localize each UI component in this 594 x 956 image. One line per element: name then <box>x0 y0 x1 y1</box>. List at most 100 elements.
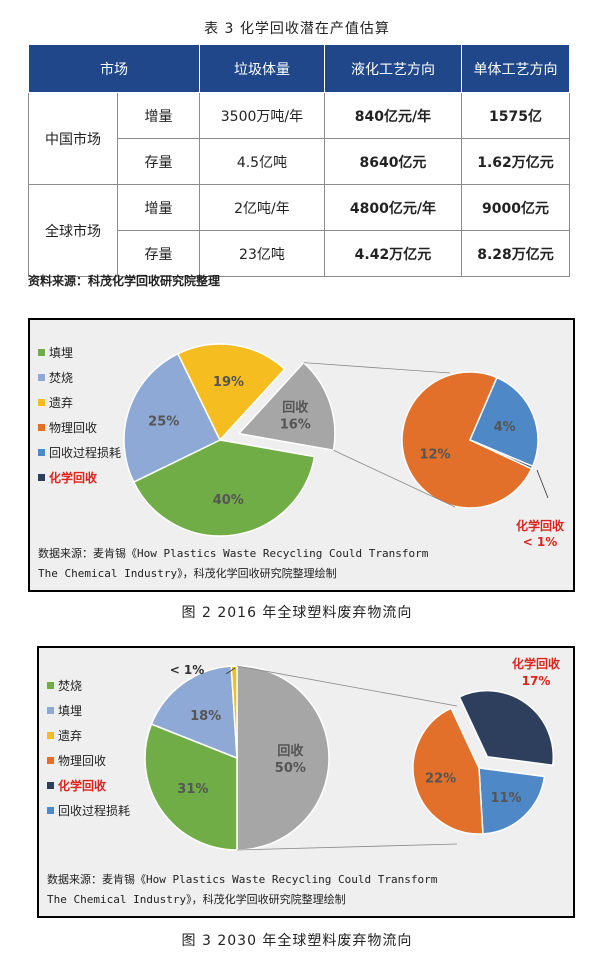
fig3-connector-line <box>236 843 458 851</box>
type-cell: 增量 <box>117 92 200 139</box>
header-monomer: 单体工艺方向 <box>460 44 571 93</box>
legend-item: 焚烧 <box>38 365 121 390</box>
fig3-main-slice-label: 31% <box>177 782 208 797</box>
figure-2-caption: 图 2 2016 年全球塑料废弃物流向 <box>181 605 413 621</box>
legend-item: 填埋 <box>38 340 121 365</box>
fig3-main-slice-3 <box>150 665 238 760</box>
liquefaction-cell: 8640亿元 <box>323 138 462 185</box>
legend-label: 物理回收 <box>58 754 107 768</box>
legend-item: 遗弃 <box>38 390 121 415</box>
fig3-main-slice-title: 回收 <box>277 743 304 759</box>
type-cell: 存量 <box>117 138 200 185</box>
fig2-main-slice-title: 回收 <box>282 399 309 415</box>
fig3-main-slice-1 <box>236 665 330 851</box>
fig3-sub-slice-3 <box>412 707 484 835</box>
table-header-row: 市场 垃圾体量 液化工艺方向 单体工艺方向 <box>28 44 571 93</box>
legend-label: 回收过程损耗 <box>49 446 122 460</box>
legend-label: 物理回收 <box>49 421 98 435</box>
table-row: 存量 4.5亿吨 8640亿元 1.62万亿元 <box>29 138 571 185</box>
legend-item: 化学回收 <box>38 465 121 490</box>
legend-label: 遗弃 <box>58 729 83 743</box>
figure-3-pie-svg: 回收 50% 31% 18% 11% 22% < 1% 化学回收 17% <box>144 656 560 851</box>
fig2-connector-line <box>333 449 456 508</box>
market-cell: 全球市场 <box>28 184 118 277</box>
legend-swatch <box>47 707 54 714</box>
volume-cell: 4.5亿吨 <box>198 138 325 185</box>
type-cell: 存量 <box>117 230 200 277</box>
volume-cell: 2亿吨/年 <box>198 184 325 231</box>
volume-cell: 3500万吨/年 <box>198 92 325 139</box>
legend-label: 焚烧 <box>58 679 83 693</box>
fig3-main-callout: < 1% <box>170 663 205 677</box>
fig2-main-slice-1 <box>132 439 316 537</box>
legend-label: 化学回收 <box>49 471 98 485</box>
fig3-main-slice-2 <box>144 723 238 851</box>
legend-swatch <box>38 349 45 356</box>
fig2-main-slice-3 <box>176 343 286 442</box>
source-line: The Chemical Industry》，科茂化学回收研究院整理绘制 <box>47 893 346 906</box>
legend-swatch <box>38 399 45 406</box>
fig3-sub-slice-2 <box>478 767 546 835</box>
fig2-sub-slice-3 <box>469 439 534 470</box>
legend-item: 物理回收 <box>47 748 130 773</box>
fig3-main-slice-4 <box>230 665 238 759</box>
legend-swatch <box>38 474 45 481</box>
fig2-callout-title: 化学回收 <box>516 518 564 533</box>
legend-item: 回收过程损耗 <box>47 798 130 823</box>
fig3-sub-slice-1 <box>458 689 554 767</box>
legend-label: 填埋 <box>49 346 74 360</box>
fig3-main-slice-label: 18% <box>190 709 221 724</box>
legend-label: 化学回收 <box>58 779 107 793</box>
legend-swatch <box>47 682 54 689</box>
legend-item: 遗弃 <box>47 723 130 748</box>
type-cell: 增量 <box>117 184 200 231</box>
monomer-cell: 8.28万亿元 <box>460 230 571 277</box>
fig2-callout-value: < 1% <box>523 535 558 549</box>
fig2-main-slice-label: 25% <box>148 415 179 430</box>
source-line: The Chemical Industry》，科茂化学回收研究院整理绘制 <box>38 567 337 580</box>
legend-swatch <box>38 374 45 381</box>
source-line: 数据来源：麦肯锡《How Plastics Waste Recycling Co… <box>38 547 429 560</box>
table-source: 资料来源：科茂化学回收研究院整理 <box>28 274 221 288</box>
fig3-callout-title: 化学回收 <box>512 656 560 671</box>
fig3-main-callout-line <box>225 667 236 675</box>
legend-label: 回收过程损耗 <box>58 804 131 818</box>
table-row: 中国市场 增量 3500万吨/年 840亿元/年 1575亿 <box>28 92 571 185</box>
fig3-sub-slice-label: 11% <box>490 791 521 806</box>
fig2-sub-slice-label: 12% <box>419 447 450 462</box>
monomer-cell: 1.62万亿元 <box>460 138 571 185</box>
figure-2-source: 数据来源：麦肯锡《How Plastics Waste Recycling Co… <box>38 544 428 584</box>
market-cell: 中国市场 <box>28 92 118 185</box>
header-volume: 垃圾体量 <box>198 44 325 93</box>
legend-label: 焚烧 <box>49 371 74 385</box>
figure-2-legend: 填埋 焚烧 遗弃 物理回收 回收过程损耗 化学回收 <box>38 340 121 490</box>
fig2-main-slice-2 <box>123 352 222 484</box>
fig2-sub-slice-1 <box>401 371 533 509</box>
fig2-main-slice-label: 40% <box>213 493 244 508</box>
fig2-connector-line <box>303 362 451 374</box>
figure-2-chart: 填埋 焚烧 遗弃 物理回收 回收过程损耗 化学回收 40% 25% 19% 回收 16%… <box>28 318 575 592</box>
legend-item: 填埋 <box>47 698 130 723</box>
legend-swatch <box>47 782 54 789</box>
table-row: 全球市场 增量 2亿吨/年 4800亿元/年 9000亿元 <box>28 184 571 277</box>
fig2-sub-slice-2 <box>469 376 539 468</box>
legend-item: 化学回收 <box>47 773 130 798</box>
fig3-connector-line <box>236 665 458 707</box>
figure-3-legend: 焚烧 填埋 遗弃 物理回收 化学回收 回收过程损耗 <box>47 673 130 823</box>
fig2-sub-slice-label: 4% <box>494 420 516 435</box>
liquefaction-cell: 840亿元/年 <box>323 92 462 139</box>
volume-cell: 23亿吨 <box>198 230 325 277</box>
fig3-callout-value: 17% <box>522 674 551 688</box>
legend-label: 遗弃 <box>49 396 74 410</box>
figure-3-caption: 图 3 2030 年全球塑料废弃物流向 <box>181 933 413 949</box>
fig2-main-slice-label: 19% <box>213 375 244 390</box>
monomer-cell: 1575亿 <box>460 92 571 139</box>
legend-item: 焚烧 <box>47 673 130 698</box>
legend-swatch <box>47 732 54 739</box>
fig2-callout-line <box>536 469 549 499</box>
liquefaction-cell: 4.42万亿元 <box>323 230 462 277</box>
legend-swatch <box>47 757 54 764</box>
header-liquefaction: 液化工艺方向 <box>323 44 462 93</box>
liquefaction-cell: 4800亿元/年 <box>323 184 462 231</box>
table-caption: 表 3 化学回收潜在产值估算 <box>204 21 390 37</box>
